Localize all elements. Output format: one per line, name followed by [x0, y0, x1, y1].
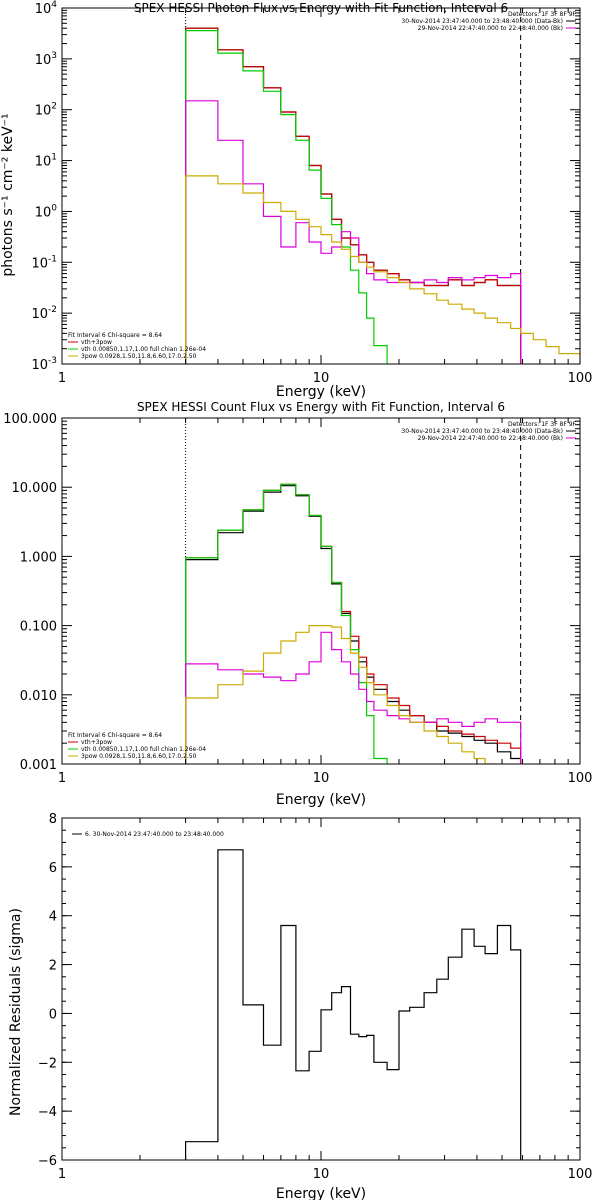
legend-topleft-entry: 6. 30-Nov-2014 23:47:40.000 to 23:48:40.…: [85, 831, 224, 838]
plot-frame: [61, 417, 581, 765]
y-tick-label: 103: [35, 51, 57, 68]
series-line-2: [185, 483, 388, 764]
y-tick-label: 0.010: [20, 689, 57, 704]
x-tick-label: 100: [568, 1167, 593, 1182]
y-tick-exponent: -3: [48, 356, 57, 366]
y-tick-base: 10: [35, 205, 52, 220]
series-line-0: [185, 27, 522, 364]
series-group: [185, 849, 522, 1160]
y-tick-label: 2: [49, 959, 57, 974]
residuals-xlabel: Energy (keV): [276, 1186, 366, 1200]
x-tick-label: 10: [313, 371, 330, 386]
y-tick-exponent: 3: [51, 51, 57, 61]
y-tick-exponent: -2: [48, 305, 57, 315]
y-tick-label: −2: [38, 1056, 57, 1071]
y-tick-label: 0.100: [20, 620, 57, 635]
y-tick-exponent: 0: [51, 203, 57, 213]
legend-bottomleft-header: Fit Interval 6 Chi-square = 8.64: [68, 732, 162, 739]
y-tick-label: 0.001: [20, 758, 57, 773]
x-tick-label: 1: [58, 771, 66, 786]
legend-bottomleft-entry: 3pow 0.0928,1.50,11.8,6.60,17.0,2.50: [81, 753, 197, 760]
legend-bottomleft-entry: vth+3pow: [81, 339, 112, 346]
plot-frame: [61, 817, 581, 1161]
legend-topright-entry: 30-Nov-2014 23:47:40.000 to 23:48:40.000…: [401, 18, 563, 25]
y-tick-base: 10: [35, 155, 52, 170]
y-tick-exponent: 4: [51, 0, 57, 10]
photon-flux-xlabel: Energy (keV): [276, 384, 366, 400]
y-tick-label: 100: [35, 203, 58, 220]
y-tick-label: 100.000: [3, 412, 57, 427]
series-group: [185, 27, 580, 364]
y-tick-base: 10: [35, 53, 52, 68]
legend-bottomleft-entry: vth 0.00850,1.17,1.00 full chian 1.26e-0…: [81, 346, 206, 353]
y-tick-label: −4: [38, 1105, 57, 1120]
x-tick-label: 1: [58, 1167, 66, 1182]
series-line-1: [185, 27, 522, 364]
y-tick-label: −6: [38, 1154, 57, 1169]
y-tick-label: 4: [49, 910, 57, 925]
series-line-4: [185, 625, 498, 764]
x-tick-label: 1: [58, 371, 66, 386]
legend-topright-header: Detectors: 1F 3F 8F 9F: [508, 11, 577, 18]
series-line-3: [185, 100, 522, 364]
y-tick-label: 1.000: [20, 550, 57, 565]
legend-topright-entry: 30-Nov-2014 23:47:40.000 to 23:48:40.000…: [401, 428, 563, 435]
y-tick-base: 10: [31, 307, 48, 322]
y-tick-label: 102: [35, 102, 57, 119]
y-tick-label: 10.000: [12, 481, 58, 496]
y-tick-label: 0: [49, 1007, 57, 1022]
count-flux-xlabel: Energy (keV): [276, 792, 366, 808]
legend-bottomleft-entry: vth+3pow: [81, 739, 112, 746]
y-tick-base: 10: [35, 104, 52, 119]
x-tick-label: 10: [313, 771, 330, 786]
x-tick-label: 100: [568, 771, 593, 786]
series-line-4: [185, 175, 580, 364]
y-tick-label: 10-3: [31, 356, 57, 373]
series-line-0: [185, 849, 522, 1160]
legend-bottomleft-entry: vth 0.00850,1.17,1.00 full chian 1.26e-0…: [81, 746, 206, 753]
count-flux-title: SPEX HESSI Count Flux vs Energy with Fit…: [137, 400, 505, 414]
series-line-3: [185, 631, 522, 764]
y-tick-exponent: 1: [51, 153, 57, 163]
photon-flux-panel: SPEX HESSI Photon Flux vs Energy with Fi…: [0, 0, 592, 400]
residuals-ylabel: Normalized Residuals (sigma): [8, 908, 24, 1116]
legend-topright-entry: 29-Nov-2014 22:47:40.000 to 22:48:40.000…: [418, 25, 563, 32]
y-tick-base: 10: [35, 2, 52, 17]
photon-flux-ylabel: photons s⁻¹ cm⁻² keV⁻¹: [0, 113, 16, 276]
y-tick-label: 101: [35, 153, 57, 170]
y-tick-base: 10: [31, 358, 48, 373]
y-tick-label: 10-2: [31, 305, 57, 322]
y-tick-exponent: -1: [48, 254, 57, 264]
residuals-panel: Energy (keV) Normalized Residuals (sigma…: [8, 812, 592, 1200]
legend-topright-entry: 29-Nov-2014 22:47:40.000 to 22:48:40.000…: [418, 435, 563, 442]
series-line-1: [185, 483, 522, 764]
legend-bottomleft-entry: 3pow 0.0928,1.50,11.8,6.60,17.0,2.50: [81, 353, 197, 360]
y-tick-label: 8: [49, 812, 57, 827]
x-tick-label: 10: [313, 1167, 330, 1182]
legend-topright-header: Detectors: 1F 3F 8F 9F: [508, 421, 577, 428]
y-tick-label: 6: [49, 861, 57, 876]
y-tick-exponent: 2: [51, 102, 57, 112]
y-tick-label: 10-1: [31, 254, 57, 271]
series-group: [185, 483, 522, 764]
y-tick-base: 10: [31, 256, 48, 271]
y-tick-label: 104: [35, 0, 58, 17]
legend-bottomleft-header: Fit Interval 6 Chi-square = 8.64: [68, 332, 162, 339]
series-line-2: [185, 30, 388, 364]
x-tick-label: 100: [568, 371, 593, 386]
count-flux-panel: SPEX HESSI Count Flux vs Energy with Fit…: [3, 400, 592, 808]
